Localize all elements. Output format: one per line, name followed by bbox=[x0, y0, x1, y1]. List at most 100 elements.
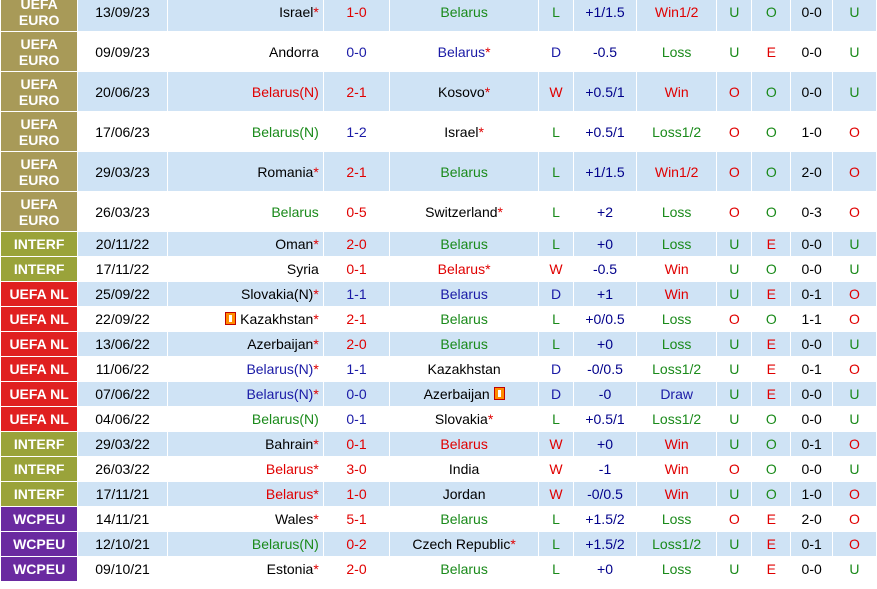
competition-cell[interactable]: UEFA NL bbox=[1, 357, 78, 381]
home-team-cell[interactable]: Belarus(N) bbox=[167, 407, 323, 431]
match-score[interactable]: 0-0 bbox=[323, 382, 390, 406]
home-team-cell[interactable]: Belarus* bbox=[167, 482, 323, 506]
half-time-score: 0-0 bbox=[791, 232, 832, 256]
competition-cell[interactable]: INTERF bbox=[1, 257, 78, 281]
home-team-cell[interactable]: Belarus bbox=[167, 192, 323, 231]
competition-cell[interactable]: UEFA NL bbox=[1, 307, 78, 331]
match-score[interactable]: 2-0 bbox=[323, 232, 390, 256]
over-under-result: U bbox=[717, 0, 752, 31]
away-team-cell[interactable]: India bbox=[390, 457, 538, 481]
competition-cell[interactable]: UEFA EURO bbox=[1, 0, 78, 31]
home-team-cell[interactable]: Estonia* bbox=[167, 557, 323, 581]
away-team-cell[interactable]: Belarus bbox=[390, 507, 538, 531]
competition-cell[interactable]: UEFA EURO bbox=[1, 32, 78, 71]
away-team-cell[interactable]: Azerbaijan bbox=[390, 382, 538, 406]
away-team-cell[interactable]: Kazakhstan bbox=[390, 357, 538, 381]
away-team-cell[interactable]: Belarus bbox=[390, 282, 538, 306]
half-time-over-under: U bbox=[832, 407, 876, 431]
match-score[interactable]: 1-0 bbox=[323, 482, 390, 506]
half-time-score: 2-0 bbox=[791, 152, 832, 191]
away-team-cell[interactable]: Belarus bbox=[390, 0, 538, 31]
away-team-cell[interactable]: Switzerland* bbox=[390, 192, 538, 231]
match-score[interactable]: 1-1 bbox=[323, 357, 390, 381]
competition-cell[interactable]: WCPEU bbox=[1, 557, 78, 581]
match-score[interactable]: 0-0 bbox=[323, 32, 390, 71]
home-team-cell[interactable]: Azerbaijan* bbox=[167, 332, 323, 356]
home-team-cell[interactable]: Oman* bbox=[167, 232, 323, 256]
competition-cell[interactable]: UEFA EURO bbox=[1, 192, 78, 231]
away-team-cell[interactable]: Belarus bbox=[390, 332, 538, 356]
home-team-cell[interactable]: Slovakia(N)* bbox=[167, 282, 323, 306]
home-team-cell[interactable]: Romania* bbox=[167, 152, 323, 191]
away-team-cell[interactable]: Jordan bbox=[390, 482, 538, 506]
home-team-cell[interactable]: Belarus(N) bbox=[167, 532, 323, 556]
match-date: 20/11/22 bbox=[78, 232, 167, 256]
home-marker: * bbox=[313, 436, 319, 452]
home-team-cell[interactable]: Belarus(N)* bbox=[167, 357, 323, 381]
match-score[interactable]: 2-0 bbox=[323, 332, 390, 356]
competition-cell[interactable]: WCPEU bbox=[1, 507, 78, 531]
match-score[interactable]: 0-5 bbox=[323, 192, 390, 231]
competition-cell[interactable]: INTERF bbox=[1, 457, 78, 481]
match-score[interactable]: 2-0 bbox=[323, 557, 390, 581]
away-team-cell[interactable]: Czech Republic* bbox=[390, 532, 538, 556]
home-team-cell[interactable]: Bahrain* bbox=[167, 432, 323, 456]
away-team-cell[interactable]: Belarus* bbox=[390, 257, 538, 281]
match-score[interactable]: 0-1 bbox=[323, 257, 390, 281]
handicap-value: +0.5/1 bbox=[574, 407, 636, 431]
competition-cell[interactable]: UEFA EURO bbox=[1, 72, 78, 111]
match-score[interactable]: 5-1 bbox=[323, 507, 390, 531]
home-team-cell[interactable]: Kazakhstan* bbox=[167, 307, 323, 331]
away-team-cell[interactable]: Belarus bbox=[390, 152, 538, 191]
competition-cell[interactable]: UEFA NL bbox=[1, 282, 78, 306]
away-team-cell[interactable]: Kosovo* bbox=[390, 72, 538, 111]
win-loss-result: L bbox=[538, 507, 574, 531]
away-team-cell[interactable]: Israel* bbox=[390, 112, 538, 151]
match-score[interactable]: 1-1 bbox=[323, 282, 390, 306]
match-score[interactable]: 2-1 bbox=[323, 72, 390, 111]
away-team-cell[interactable]: Belarus bbox=[390, 307, 538, 331]
away-team-cell[interactable]: Belarus bbox=[390, 432, 538, 456]
away-team-cell[interactable]: Slovakia* bbox=[390, 407, 538, 431]
match-row: UEFA EURO 20/06/23 Belarus(N) 2-1 Kosovo* W +0… bbox=[1, 72, 876, 111]
match-score[interactable]: 0-1 bbox=[323, 432, 390, 456]
competition-cell[interactable]: INTERF bbox=[1, 432, 78, 456]
match-date: 20/06/23 bbox=[78, 72, 167, 111]
away-team-cell[interactable]: Belarus bbox=[390, 232, 538, 256]
match-score[interactable]: 3-0 bbox=[323, 457, 390, 481]
match-score[interactable]: 1-2 bbox=[323, 112, 390, 151]
match-row: UEFA NL 25/09/22 Slovakia(N)* 1-1 Belarus D +1… bbox=[1, 282, 876, 306]
home-team-cell[interactable]: Wales* bbox=[167, 507, 323, 531]
competition-cell[interactable]: UEFA NL bbox=[1, 332, 78, 356]
competition-cell[interactable]: UEFA EURO bbox=[1, 152, 78, 191]
home-team-cell[interactable]: Belarus* bbox=[167, 457, 323, 481]
home-team-cell[interactable]: Israel* bbox=[167, 0, 323, 31]
competition-cell[interactable]: UEFA NL bbox=[1, 407, 78, 431]
match-score[interactable]: 0-2 bbox=[323, 532, 390, 556]
home-team-cell[interactable]: Belarus(N) bbox=[167, 112, 323, 151]
match-row: UEFA EURO 09/09/23 Andorra 0-0 Belarus* D -0.5… bbox=[1, 32, 876, 71]
match-score[interactable]: 2-1 bbox=[323, 152, 390, 191]
match-score[interactable]: 2-1 bbox=[323, 307, 390, 331]
away-team-cell[interactable]: Belarus bbox=[390, 557, 538, 581]
handicap-result: Win bbox=[636, 257, 717, 281]
home-team-cell[interactable]: Syria bbox=[167, 257, 323, 281]
competition-cell[interactable]: UEFA EURO bbox=[1, 112, 78, 151]
home-team-name: Belarus(N) bbox=[251, 123, 319, 140]
away-marker: * bbox=[484, 83, 491, 100]
away-team-cell[interactable]: Belarus* bbox=[390, 32, 538, 71]
competition-cell[interactable]: UEFA NL bbox=[1, 382, 78, 406]
handicap-value: -0 bbox=[574, 382, 636, 406]
competition-cell[interactable]: INTERF bbox=[1, 482, 78, 506]
match-score[interactable]: 1-0 bbox=[323, 0, 390, 31]
home-team-cell[interactable]: Andorra bbox=[167, 32, 323, 71]
half-time-score: 1-1 bbox=[791, 307, 832, 331]
home-team-cell[interactable]: Belarus(N) bbox=[167, 72, 323, 111]
match-row: INTERF 17/11/22 Syria 0-1 Belarus* W -0.5 Win U O… bbox=[1, 257, 876, 281]
competition-cell[interactable]: WCPEU bbox=[1, 532, 78, 556]
match-score[interactable]: 0-1 bbox=[323, 407, 390, 431]
handicap-result: Loss bbox=[636, 507, 717, 531]
home-team-cell[interactable]: Belarus(N)* bbox=[167, 382, 323, 406]
competition-cell[interactable]: INTERF bbox=[1, 232, 78, 256]
win-loss-result: L bbox=[538, 232, 574, 256]
